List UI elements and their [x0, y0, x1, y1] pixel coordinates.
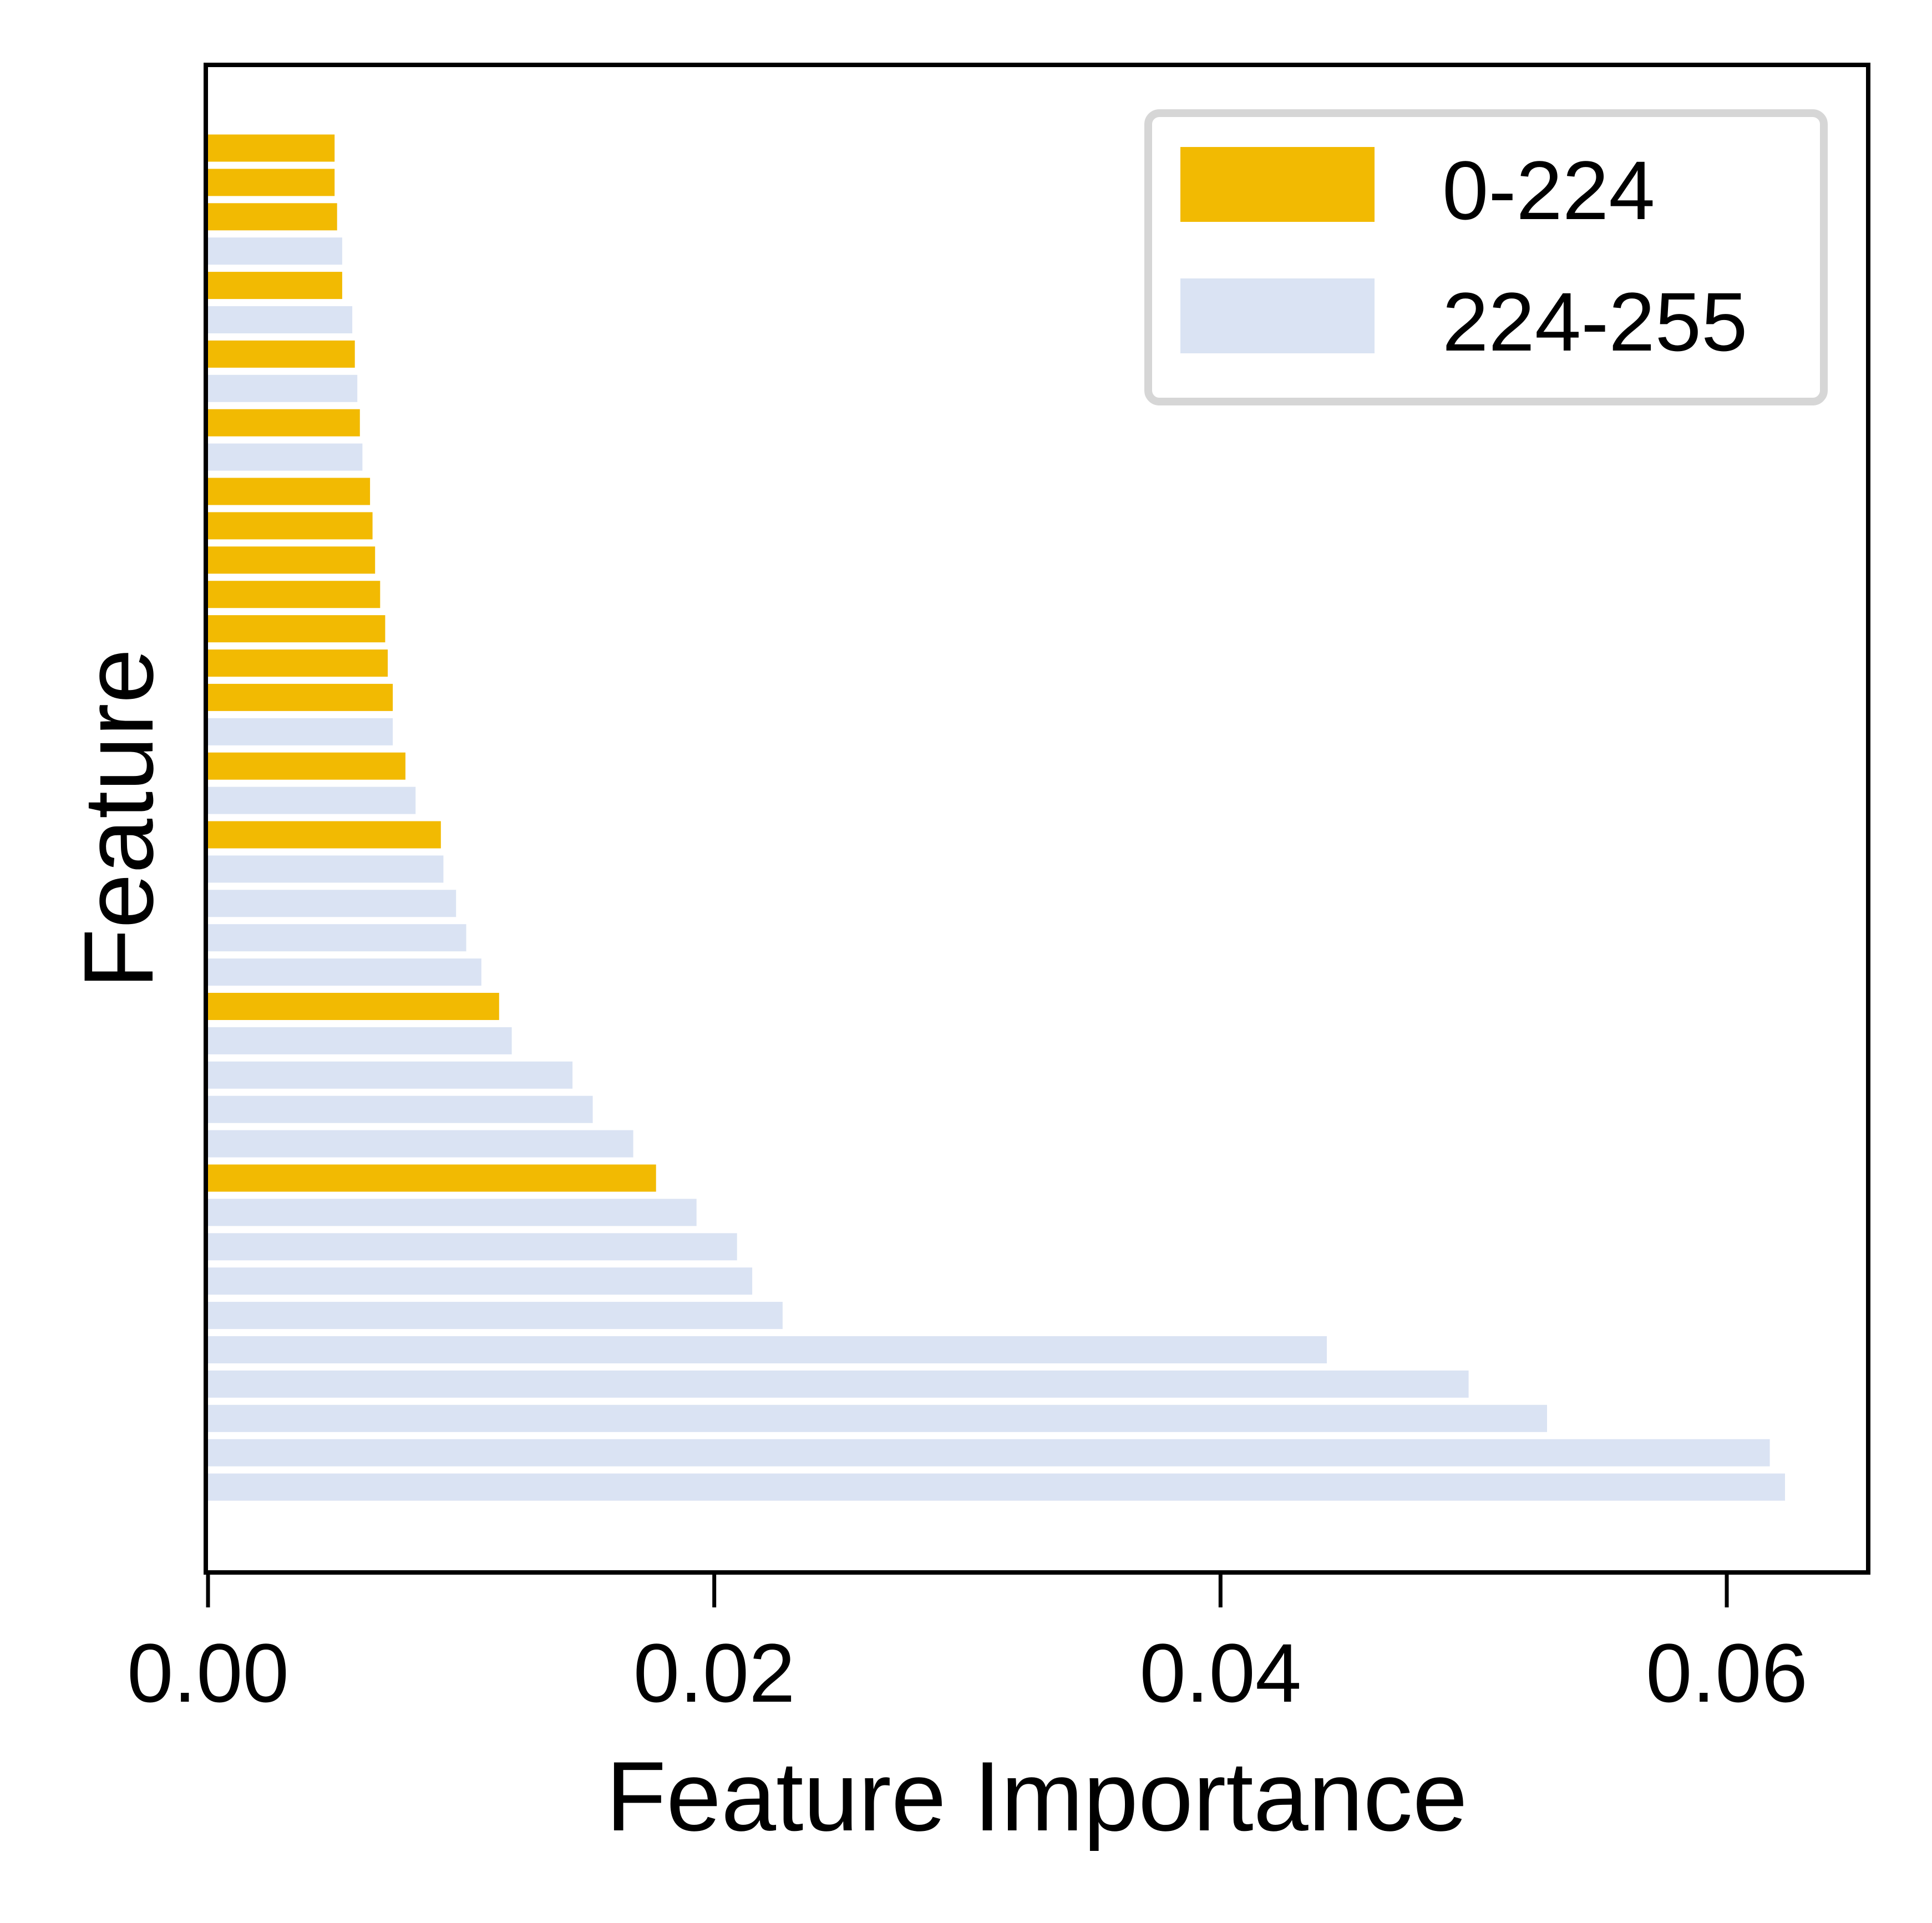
legend-label-224-255: 224-255 [1442, 275, 1748, 368]
bar-2 [208, 169, 335, 196]
x-tick-label: 0.04 [1139, 1626, 1301, 1719]
bar-33 [208, 1233, 737, 1261]
bar-1 [208, 134, 335, 162]
bar-34 [208, 1267, 753, 1295]
bar-28 [208, 1061, 573, 1089]
bar-38 [208, 1404, 1547, 1432]
bar-4 [208, 237, 342, 265]
bar-26 [208, 993, 499, 1020]
x-tick-label: 0.06 [1646, 1626, 1808, 1719]
bar-15 [208, 615, 386, 643]
bar-37 [208, 1370, 1469, 1398]
bar-39 [208, 1439, 1770, 1467]
bar-23 [208, 890, 457, 917]
bar-10 [208, 443, 363, 471]
bar-21 [208, 821, 441, 849]
plot-frame [204, 63, 1870, 1575]
bar-8 [208, 374, 358, 402]
bars-layer [208, 134, 1785, 1501]
bar-3 [208, 203, 337, 231]
legend-swatch-224-255 [1180, 278, 1375, 353]
bar-19 [208, 752, 405, 780]
bar-24 [208, 924, 466, 952]
bar-31 [208, 1164, 656, 1192]
x-ticks: 0.00 0.02 0.04 0.06 [127, 1572, 1808, 1719]
bar-12 [208, 512, 373, 540]
y-axis-label: Feature [63, 648, 174, 988]
bar-6 [208, 306, 353, 333]
bar-27 [208, 1027, 512, 1054]
legend: 0-224 224-255 [1144, 109, 1828, 405]
legend-swatch-0-224 [1180, 147, 1375, 222]
bar-18 [208, 718, 393, 745]
bar-29 [208, 1095, 593, 1123]
bar-20 [208, 787, 416, 814]
x-tick-label: 0.00 [127, 1626, 289, 1719]
bar-7 [208, 340, 355, 368]
bar-32 [208, 1199, 697, 1226]
bar-22 [208, 855, 444, 883]
bar-25 [208, 958, 481, 986]
bar-40 [208, 1473, 1785, 1501]
bar-17 [208, 683, 393, 711]
legend-label-0-224: 0-224 [1442, 144, 1655, 237]
bar-36 [208, 1336, 1327, 1363]
bar-35 [208, 1302, 783, 1330]
bar-16 [208, 650, 388, 677]
bar-5 [208, 272, 342, 300]
x-axis-label: Feature Importance [606, 1741, 1467, 1851]
bar-30 [208, 1130, 633, 1158]
x-tick-label: 0.02 [633, 1626, 795, 1719]
bar-11 [208, 478, 371, 505]
bar-9 [208, 409, 360, 437]
bar-14 [208, 581, 381, 608]
bar-13 [208, 546, 376, 574]
